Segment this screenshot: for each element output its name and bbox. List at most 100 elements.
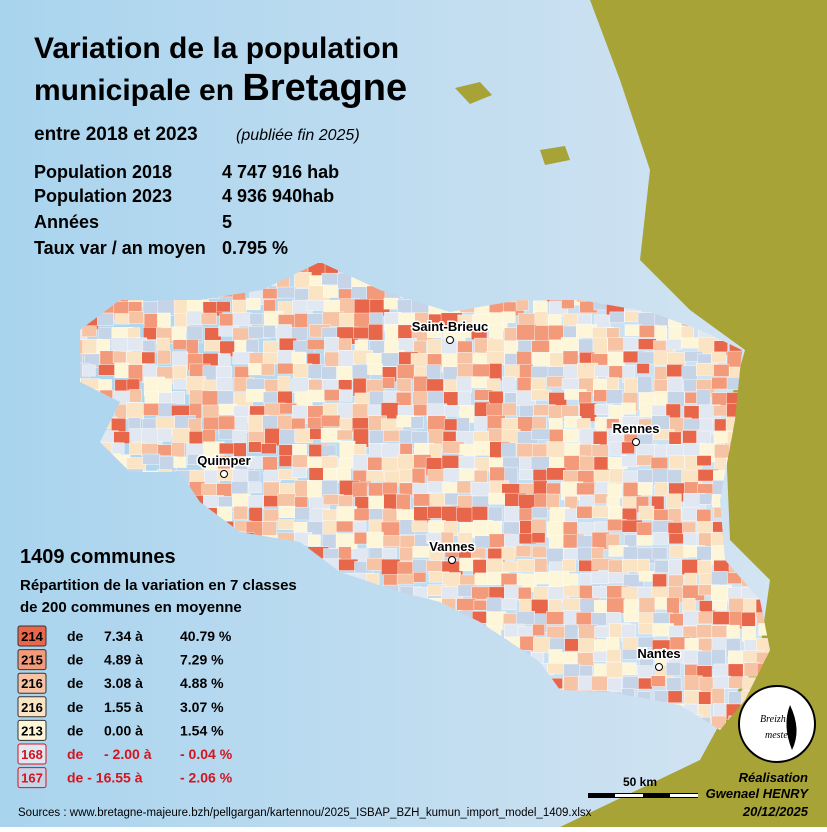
- commune: [548, 649, 563, 665]
- commune: [488, 586, 507, 599]
- commune: [321, 444, 337, 456]
- commune: [320, 414, 341, 427]
- commune: [561, 404, 579, 418]
- commune: [125, 402, 144, 420]
- commune: [217, 455, 233, 469]
- commune: [713, 364, 730, 377]
- commune: [666, 677, 682, 693]
- sources: Sources : www.bretagne-majeure.bzh/pellg…: [18, 807, 592, 819]
- commune: [638, 505, 655, 520]
- commune: [427, 390, 446, 405]
- title: municipale en: [34, 74, 234, 107]
- commune: [396, 378, 412, 392]
- commune: [698, 691, 712, 706]
- commune: [534, 493, 549, 510]
- commune: [606, 597, 626, 614]
- commune: [684, 572, 697, 586]
- commune: [427, 469, 446, 482]
- legend-range: 4.88 %: [180, 675, 224, 691]
- commune: [277, 519, 294, 531]
- commune: [97, 312, 114, 326]
- commune: [683, 610, 701, 626]
- commune: [412, 546, 431, 558]
- commune: [457, 340, 473, 353]
- commune: [638, 571, 655, 582]
- legend-count: 216: [21, 676, 43, 691]
- commune: [381, 558, 401, 575]
- legend-range: de: [67, 722, 84, 738]
- commune: [651, 547, 668, 560]
- commune: [382, 481, 398, 496]
- legend-range: de: [67, 652, 84, 668]
- commune: [669, 454, 685, 470]
- commune: [428, 520, 446, 533]
- commune: [306, 339, 326, 350]
- commune: [336, 506, 358, 523]
- commune: [623, 610, 639, 623]
- legend-range: de - 16.55 à: [67, 770, 143, 786]
- commune: [249, 313, 264, 325]
- commune: [81, 325, 97, 338]
- commune: [668, 431, 682, 445]
- commune: [516, 324, 537, 341]
- commune: [666, 597, 680, 615]
- commune: [263, 508, 281, 522]
- commune: [367, 404, 381, 417]
- commune: [440, 531, 454, 545]
- commune: [397, 453, 416, 470]
- commune: [654, 366, 668, 382]
- commune: [368, 324, 384, 341]
- commune: [666, 662, 682, 676]
- commune: [291, 467, 308, 478]
- commune: [636, 363, 650, 374]
- commune: [531, 532, 546, 544]
- commune: [472, 559, 487, 576]
- commune: [562, 350, 579, 365]
- legend-swatch: [17, 649, 47, 671]
- commune: [711, 570, 728, 588]
- commune: [711, 649, 726, 666]
- island: [540, 146, 570, 165]
- commune: [200, 312, 217, 325]
- commune: [171, 326, 187, 342]
- commune: [502, 402, 517, 417]
- commune: [636, 454, 654, 466]
- legend-range: 7.29 %: [180, 652, 224, 668]
- legend-count: 214: [21, 629, 43, 644]
- commune: [444, 492, 459, 506]
- commune: [217, 390, 234, 406]
- commune: [607, 483, 623, 498]
- commune: [532, 624, 545, 636]
- commune: [532, 351, 551, 369]
- commune: [157, 312, 171, 328]
- commune: [413, 375, 429, 393]
- city-label: Nantes: [637, 646, 680, 661]
- commune: [114, 313, 131, 325]
- commune: [277, 415, 293, 431]
- logo-mark: [786, 705, 797, 750]
- commune: [114, 362, 130, 378]
- scale-bar: [670, 794, 698, 797]
- commune: [623, 337, 639, 351]
- commune: [263, 495, 279, 507]
- commune: [411, 520, 428, 532]
- legend-range: de: [67, 628, 84, 644]
- legend-range: 0.00 à: [104, 722, 143, 738]
- commune: [278, 505, 296, 518]
- commune: [323, 285, 338, 298]
- subtitle-note: (publiée fin 2025): [236, 127, 360, 144]
- commune: [547, 663, 567, 675]
- logo: [738, 685, 816, 763]
- commune: [654, 325, 668, 341]
- commune: [606, 637, 620, 651]
- commune: [562, 559, 576, 573]
- commune: [263, 340, 279, 354]
- commune: [488, 492, 506, 505]
- commune: [638, 597, 656, 613]
- commune: [650, 457, 668, 470]
- legend-range: 3.08 à: [104, 675, 143, 691]
- commune: [606, 661, 624, 678]
- city-label: Saint-Brieuc: [412, 319, 489, 334]
- legend-range: 7.34 à: [104, 628, 143, 644]
